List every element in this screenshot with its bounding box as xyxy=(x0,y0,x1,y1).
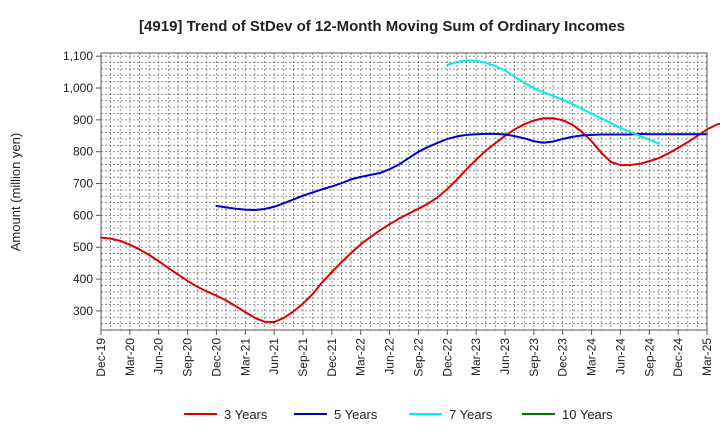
x-tick-label: Dec-21 xyxy=(325,338,339,377)
x-tick-label: Mar-20 xyxy=(123,338,137,376)
series-lines xyxy=(100,59,720,324)
y-tick-label: 800 xyxy=(73,145,93,159)
x-tick-label: Dec-20 xyxy=(209,338,223,377)
series-line-3-years xyxy=(100,117,720,324)
x-tick-label: Sep-20 xyxy=(181,338,195,377)
y-tick-label: 1,100 xyxy=(63,49,93,63)
x-tick-label: Jun-23 xyxy=(498,338,512,375)
series-line-7-years xyxy=(446,59,660,145)
legend: 3 Years 5 Years 7 Years 10 Years xyxy=(184,407,613,422)
x-tick-label: Jun-20 xyxy=(152,338,166,375)
chart-title: [4919] Trend of StDev of 12-Month Moving… xyxy=(139,18,625,35)
x-tick-label: Mar-22 xyxy=(354,338,368,376)
plot-frame xyxy=(100,52,708,331)
y-axis-label: Amount (million yen) xyxy=(8,133,23,252)
legend-label-10-years: 10 Years xyxy=(562,407,613,422)
x-tick-label: Mar-21 xyxy=(238,338,252,376)
x-tick-label: Jun-22 xyxy=(383,338,397,375)
y-tick-label: 500 xyxy=(73,240,93,254)
y-tick-label: 900 xyxy=(73,113,93,127)
x-tick-label: Dec-23 xyxy=(556,338,570,377)
x-tick-label: Sep-22 xyxy=(411,338,425,377)
series-line-5-years xyxy=(215,132,708,211)
x-tick-label: Dec-19 xyxy=(94,338,108,377)
x-tick-label: Mar-24 xyxy=(585,338,599,376)
y-tick-label: 600 xyxy=(73,208,93,222)
x-tick-label: Sep-24 xyxy=(642,338,656,377)
legend-label-3-years: 3 Years xyxy=(224,407,268,422)
y-tick-label: 400 xyxy=(73,272,93,286)
y-axis-ticks: 300 400 500 600 700 800 900 1,000 1,100 xyxy=(63,49,101,318)
y-tick-label: 300 xyxy=(73,304,93,318)
y-tick-label: 700 xyxy=(73,177,93,191)
x-tick-label: Sep-23 xyxy=(527,338,541,377)
x-tick-label: Jun-21 xyxy=(267,338,281,375)
x-tick-label: Jun-24 xyxy=(613,338,627,375)
legend-label-7-years: 7 Years xyxy=(449,407,493,422)
x-tick-label: Dec-24 xyxy=(671,338,685,377)
legend-label-5-years: 5 Years xyxy=(334,407,378,422)
x-axis-ticks: Dec-19 Mar-20 Jun-20 Sep-20 Dec-20 Mar-21 Jun-… xyxy=(94,330,714,377)
x-tick-label: Mar-25 xyxy=(700,338,714,376)
x-tick-label: Dec-22 xyxy=(440,338,454,377)
grid xyxy=(101,53,707,330)
x-tick-label: Sep-21 xyxy=(296,338,310,377)
y-tick-label: 1,000 xyxy=(63,81,93,95)
x-tick-label: Mar-23 xyxy=(469,338,483,376)
